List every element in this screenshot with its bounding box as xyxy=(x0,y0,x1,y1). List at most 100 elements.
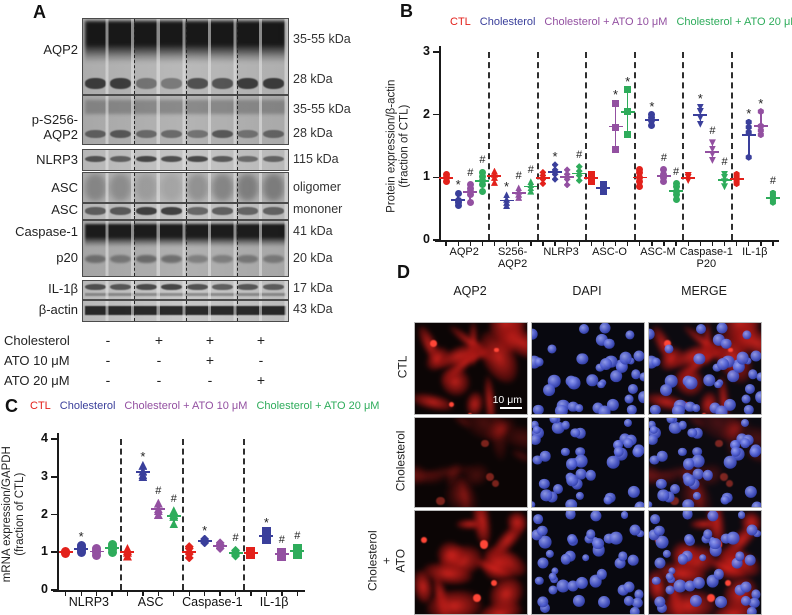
x-axis-minor-tick xyxy=(80,591,82,597)
blot-image xyxy=(82,203,289,220)
group-separator xyxy=(243,439,246,590)
molecular-weight-label: 35-55 kDa xyxy=(293,102,351,116)
x-axis-minor-tick xyxy=(505,241,508,247)
treatment-plus-minus: - xyxy=(105,352,111,368)
data-point-red xyxy=(587,178,595,186)
dapi-nucleus xyxy=(660,384,672,397)
data-point-purple xyxy=(708,150,716,158)
data-point-blue xyxy=(599,188,607,196)
dapi-nucleus xyxy=(596,568,607,580)
dapi-nucleus xyxy=(619,351,632,365)
data-point-green xyxy=(478,176,486,184)
dapi-nucleus xyxy=(603,338,615,349)
dapi-nucleus xyxy=(651,357,661,367)
treatment-row-label: Cholesterol xyxy=(4,333,70,348)
dapi-nucleus xyxy=(744,485,758,499)
data-point-green xyxy=(575,167,583,175)
x-axis-group-label: AQP2 xyxy=(449,246,479,258)
x-axis-minor-tick xyxy=(530,241,532,247)
dapi-nucleus xyxy=(724,455,737,469)
dapi-nucleus xyxy=(746,524,758,536)
dapi-nucleus xyxy=(532,455,542,465)
dapi-nucleus xyxy=(628,384,639,395)
lane-group-separator xyxy=(185,301,187,321)
dapi-nucleus xyxy=(663,491,675,503)
lane-group-separator xyxy=(236,150,238,170)
dapi-nucleus xyxy=(684,376,698,390)
x-axis-group-label: Caspase-1 xyxy=(182,595,243,609)
data-point-purple xyxy=(660,178,668,186)
dapi-nucleus xyxy=(730,439,741,450)
dapi-nucleus xyxy=(532,434,541,446)
dapi-nucleus xyxy=(613,446,625,457)
data-point-green xyxy=(169,519,179,529)
dapi-nucleus xyxy=(626,404,638,414)
dapi-nucleus xyxy=(664,374,678,388)
aqp2-bright-spot xyxy=(472,593,482,603)
data-point-red xyxy=(184,542,194,552)
dapi-nucleus xyxy=(630,369,641,379)
blot-image xyxy=(82,220,289,277)
data-point-green xyxy=(575,163,583,171)
dapi-nucleus xyxy=(634,589,644,599)
blot-image xyxy=(82,300,289,322)
dapi-nucleus xyxy=(623,595,634,607)
dapi-nucleus xyxy=(746,606,758,614)
dapi-nucleus xyxy=(670,484,681,495)
significance-mark: * xyxy=(613,87,619,103)
data-point-green xyxy=(624,131,632,139)
dapi-nucleus xyxy=(547,374,561,388)
x-axis-minor-tick xyxy=(219,591,221,597)
dapi-nucleus xyxy=(565,457,578,470)
data-point-purple xyxy=(612,99,620,107)
aqp2-bright-spot xyxy=(480,540,489,549)
lane-group-separator xyxy=(134,221,136,276)
lane-group-separator xyxy=(134,173,136,202)
x-axis-minor-tick xyxy=(627,241,629,247)
dapi-nucleus xyxy=(662,549,672,558)
treatment-plus-minus: - xyxy=(105,372,111,388)
dapi-nucleus xyxy=(545,549,555,558)
panel-c-legend: CTL Cholesterol Cholesterol + ATO 10 μM Cho… xyxy=(30,400,388,412)
lane-group-separator xyxy=(134,281,136,299)
data-point-purple xyxy=(563,170,571,178)
dapi-nucleus xyxy=(639,372,644,382)
data-point-blue xyxy=(745,128,752,136)
treatment-plus-minus: - xyxy=(258,352,264,368)
data-point-purple xyxy=(660,166,668,174)
dapi-nucleus xyxy=(649,425,659,434)
dapi-nucleus xyxy=(597,380,606,389)
dapi-nucleus xyxy=(709,402,721,414)
data-point-green xyxy=(478,181,486,189)
data-point-green xyxy=(169,506,179,516)
dapi-nucleus xyxy=(649,434,658,446)
data-point-green xyxy=(575,171,583,179)
panel-c-legend-item: Cholesterol + ATO 20 μM xyxy=(256,400,380,412)
micrograph-row-label-text: CTL xyxy=(395,355,410,379)
dapi-nucleus xyxy=(610,370,622,383)
x-axis-group-label: ASC-M xyxy=(640,246,676,258)
dapi-nucleus xyxy=(716,357,729,370)
x-axis-minor-tick xyxy=(518,241,520,247)
y-axis-tick-label: 1 xyxy=(423,169,430,184)
y-axis-tick xyxy=(51,551,57,554)
data-point-red xyxy=(490,178,498,186)
dapi-nucleus xyxy=(540,603,551,614)
dapi-nucleus xyxy=(730,446,742,457)
x-axis-minor-tick xyxy=(699,241,701,247)
dapi-nucleus xyxy=(575,576,589,590)
dapi-nucleus xyxy=(543,384,555,397)
lane-group-separator xyxy=(185,173,187,202)
dapi-nucleus xyxy=(532,529,543,541)
data-point-blue xyxy=(551,166,559,174)
dapi-nucleus xyxy=(689,595,702,608)
micrograph-aqp2 xyxy=(414,510,528,615)
dapi-nucleus xyxy=(720,338,732,349)
lane-group-separator xyxy=(185,221,187,276)
blot-row-label: AQP2 xyxy=(43,42,78,57)
x-axis-minor-tick xyxy=(157,591,160,597)
dapi-nucleus xyxy=(539,451,551,462)
dapi-nucleus xyxy=(547,343,557,354)
blot-row-label: NLRP3 xyxy=(36,152,78,167)
lane-group-separator xyxy=(236,19,238,94)
